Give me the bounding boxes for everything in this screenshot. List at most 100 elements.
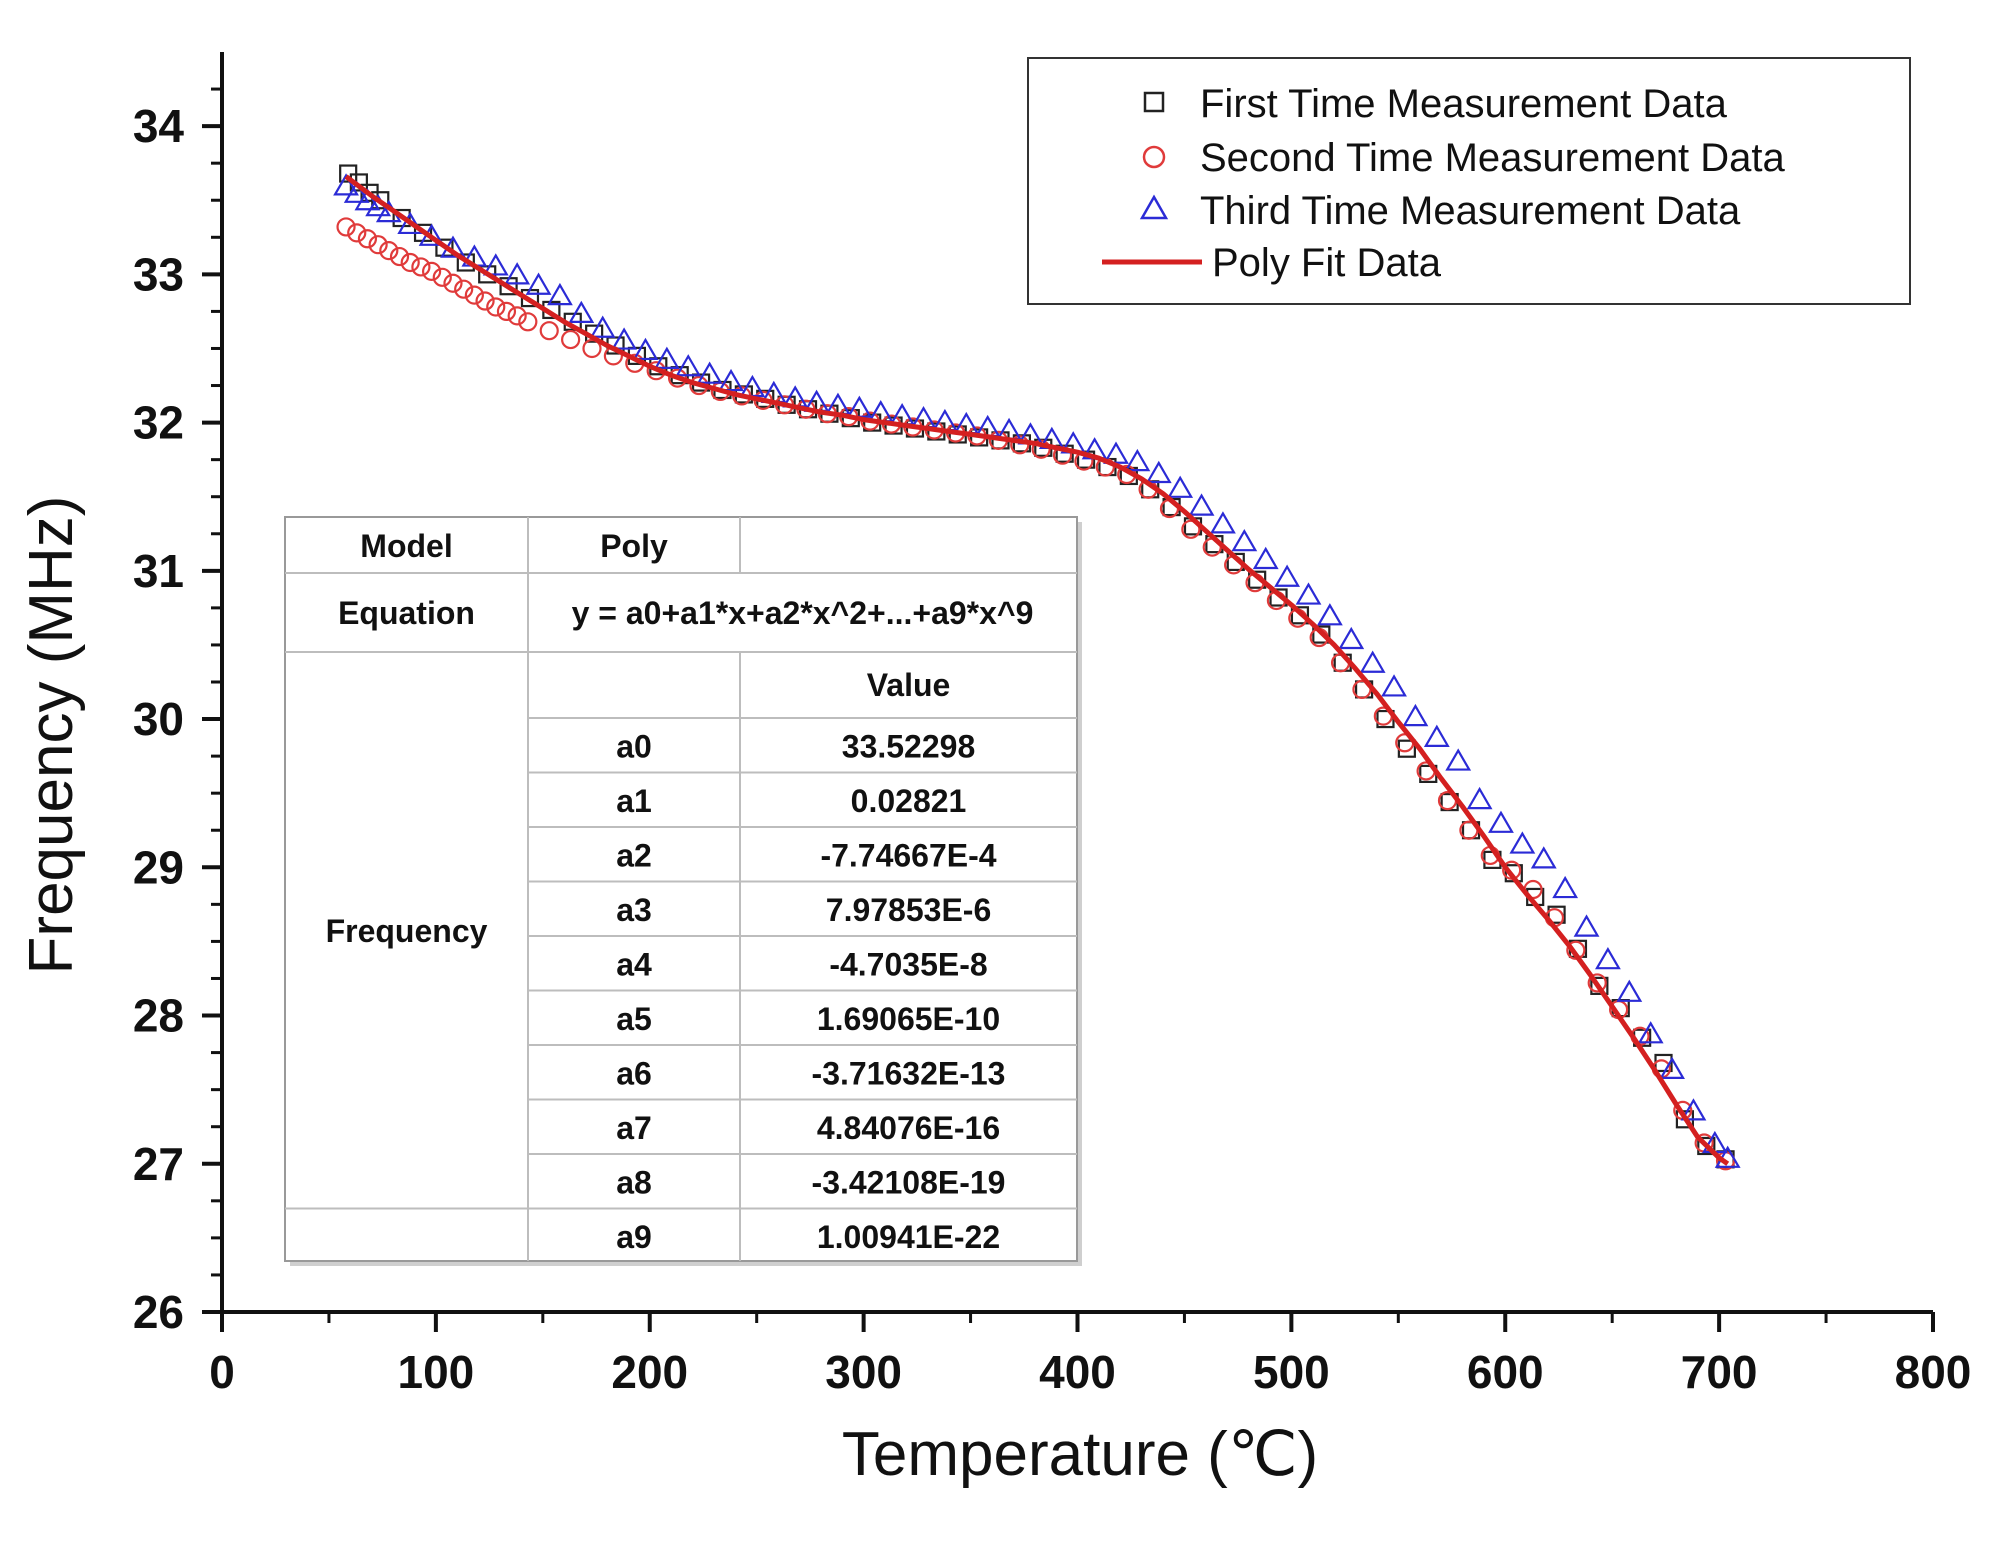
point-second [357,229,378,249]
point-third [482,253,509,276]
point-third [1210,511,1236,534]
x-tick-label: 600 [1467,1346,1544,1398]
x-tick-label: 200 [611,1346,688,1398]
y-tick-label: 32 [133,397,184,449]
point-first [1697,1136,1716,1156]
point-second [1587,973,1607,993]
fit-table-equation-value: y = a0+a1*x+a2*x^2+...+a9*x^9 [572,595,1034,631]
fit-table-param-value: 1.69065E-10 [817,1001,1000,1037]
point-second [400,252,420,273]
series-layer [333,164,1741,1171]
y-tick-label: 26 [133,1286,184,1338]
point-third [1274,564,1301,587]
point-third [1595,947,1621,970]
point-first [392,208,411,228]
fit-table-lines [285,517,1077,1261]
point-third [1338,626,1365,650]
point-third [1445,748,1472,771]
y-tick-label: 29 [133,841,184,893]
point-third [1616,979,1643,1002]
point-third [1402,703,1429,727]
y-tick-label: 34 [133,100,185,152]
x-tick-label: 300 [825,1346,902,1398]
point-second [411,257,431,277]
fit-table-param-value: -3.42108E-19 [812,1164,1006,1200]
point-third [343,180,370,203]
fit-table-param-name: a0 [616,728,652,764]
x-tick-label: 0 [209,1346,235,1398]
x-tick-label: 700 [1681,1346,1758,1398]
fit-table-param-name: a4 [616,946,652,982]
fit-table-param-value: 1.00941E-22 [817,1219,1000,1255]
x-tick-label: 100 [398,1346,475,1398]
point-first [1076,450,1096,469]
legend-label-third: Third Time Measurement Data [1200,189,1741,233]
fit-table-param-name: a7 [616,1110,652,1146]
point-second [496,301,517,322]
point-second [561,329,581,350]
fit-table: Model Poly Equation y = a0+a1*x+a2*x^2+...+… [284,516,1082,1266]
point-third [1552,875,1579,899]
fit-table-param-value: 4.84076E-16 [817,1110,1000,1146]
x-tick-label: 500 [1253,1346,1330,1398]
poly-fit-line [344,174,1730,1166]
fit-table-param-value: 33.52298 [842,728,975,764]
legend-label-second: Second Time Measurement Data [1200,136,1785,180]
point-third [1381,674,1407,697]
point-first [1248,570,1267,589]
point-second [518,312,538,332]
x-tick-label: 400 [1039,1346,1116,1398]
point-third [1359,650,1386,673]
point-third [1145,460,1172,484]
point-second [464,285,484,305]
point-third [696,361,723,384]
point-third [1573,914,1600,937]
fit-table-row-label: Frequency [326,913,488,949]
fit-table-param-name: a5 [616,1001,652,1037]
point-second [421,261,442,281]
y-tick-label: 28 [133,990,184,1042]
point-third [718,368,744,392]
point-second [486,297,506,317]
y-axis-title: Frequency (MHz) [17,496,86,975]
point-third [1316,603,1343,626]
point-third [1659,1056,1685,1079]
point-third [632,337,659,361]
point-first [1269,588,1288,607]
point-third [589,315,616,338]
point-third [1466,786,1493,810]
point-third [1167,475,1194,498]
x-axis-title: Temperature (℃) [842,1420,1318,1489]
axes-layer: 0 100 200 300 400 500 600 700 800 26 27 28 29 30 31 32 3… [133,52,1971,1398]
point-third [354,188,381,211]
point-first [1290,606,1310,625]
fit-table-model-label: Model [360,528,452,564]
fit-table-frame [284,516,1078,1262]
point-second [336,217,356,237]
y-tick-label: 31 [133,545,184,597]
point-third [504,262,531,285]
point-second [539,321,559,341]
fit-table-rows: Model Poly Equation y = a0+a1*x+a2*x^2+...+… [326,528,1034,1255]
fit-table-model-value: Poly [600,528,668,564]
point-second [389,246,410,267]
fit-table-equation-label: Equation [338,595,475,631]
legend-label-first: First Time Measurement Data [1200,82,1728,126]
y-tick-label: 27 [133,1138,184,1190]
point-second [507,306,527,326]
point-third [1530,846,1557,869]
fit-table-param-value: 7.97853E-6 [826,892,991,928]
point-third [333,173,359,196]
point-third [568,300,595,323]
point-second [379,241,399,261]
fit-table-param-name: a9 [616,1219,652,1255]
fit-table-value-header: Value [867,667,951,703]
fit-table-param-value: 0.02821 [851,783,967,819]
series-1 [339,164,1735,1169]
point-third [1637,1021,1664,1044]
fit-table-param-value: -7.74667E-4 [820,837,996,873]
fit-table-param-name: a1 [616,783,652,819]
point-first [1312,625,1331,644]
